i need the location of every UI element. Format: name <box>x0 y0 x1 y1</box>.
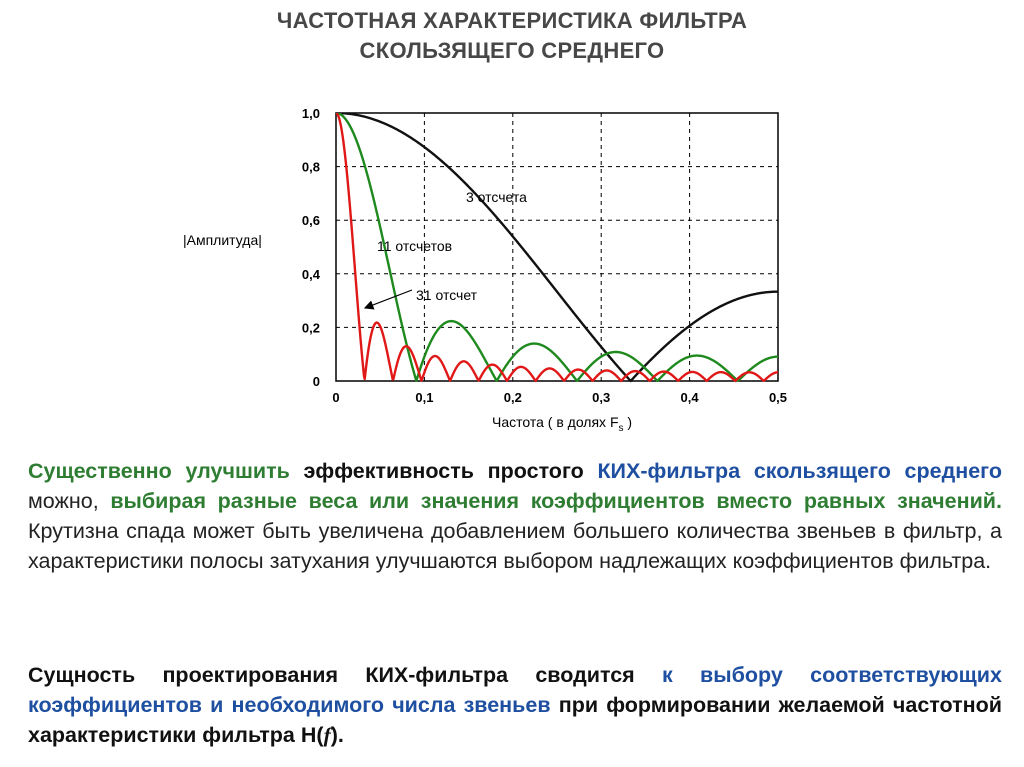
p2-closing-paren: ). <box>330 723 344 747</box>
x-axis-label-main: Частота ( в долях F <box>492 414 619 430</box>
annotation-31-samples: 31 отсчет <box>416 287 478 303</box>
p1-weights-text: выбирая разные веса или значения коэффиц… <box>110 489 1002 513</box>
annotation-arrow <box>363 289 413 310</box>
plot-frame <box>335 112 779 382</box>
p2-function-symbol: f <box>323 723 331 747</box>
x-tick-label: 0,5 <box>769 390 787 405</box>
p2-closing-text: при формировании желаемой частотной хара… <box>28 693 1002 747</box>
tick-labels: 0 0,2 0,4 0,6 0,8 1,0 0 0,1 0,2 0,3 0,4 0,5 <box>302 106 787 405</box>
title-line-2: СКОЛЬЗЯЩЕГО СРЕДНЕГО <box>359 38 665 63</box>
p1-steepness-text: Крутизна спада может быть увеличена доба… <box>28 519 1002 573</box>
p1-highlight-green: Существенно улучшить <box>28 459 290 483</box>
x-tick-label: 0,2 <box>504 390 522 405</box>
annotation-11-samples: 11 отсчетов <box>377 238 452 254</box>
p1-plain-text: можно, <box>28 489 111 513</box>
y-tick-label: 0 <box>313 374 320 389</box>
paragraph-1: Существенно улучшить эффективность прост… <box>28 456 1002 576</box>
y-tick-label: 0,8 <box>302 160 320 175</box>
series-group <box>336 113 778 383</box>
series-line-11 <box>336 113 778 382</box>
y-tick-label: 0,4 <box>302 267 321 282</box>
p1-highlight-blue: КИХ-фильтра скользящего среднего <box>597 459 1002 483</box>
grid <box>336 113 778 381</box>
x-tick-label: 0 <box>332 390 339 405</box>
x-tick-label: 0,1 <box>415 390 433 405</box>
annotation-3-samples: 3 отсчета <box>466 189 527 205</box>
p1-bold-text: эффективность простого <box>289 459 598 483</box>
series-line-3 <box>336 113 778 383</box>
x-axis-label-sub: s <box>619 423 624 434</box>
y-tick-label: 0,6 <box>302 213 320 228</box>
p2-highlight-blue: к выбору соответствующих коэффициентов и… <box>28 663 1002 717</box>
x-axis-label-end: ) <box>624 414 633 430</box>
series-line-31 <box>336 113 778 383</box>
p2-bold-text: Сущность проектирования КИХ-фильтра свод… <box>28 663 635 687</box>
y-tick-label: 0,2 <box>302 320 320 335</box>
x-axis-label: Частота ( в долях Fs ) <box>492 414 632 434</box>
paragraph-2: Сущность проектирования КИХ-фильтра свод… <box>28 660 1002 750</box>
slide-title: ЧАСТОТНАЯ ХАРАКТЕРИСТИКА ФИЛЬТРА СКОЛЬЗЯ… <box>0 6 1024 66</box>
x-tick-label: 0,3 <box>592 390 610 405</box>
y-tick-label: 1,0 <box>302 106 320 121</box>
title-line-1: ЧАСТОТНАЯ ХАРАКТЕРИСТИКА ФИЛЬТРА <box>276 8 748 33</box>
x-tick-label: 0,4 <box>681 390 700 405</box>
y-axis-label: |Амплитуда| <box>183 232 262 248</box>
